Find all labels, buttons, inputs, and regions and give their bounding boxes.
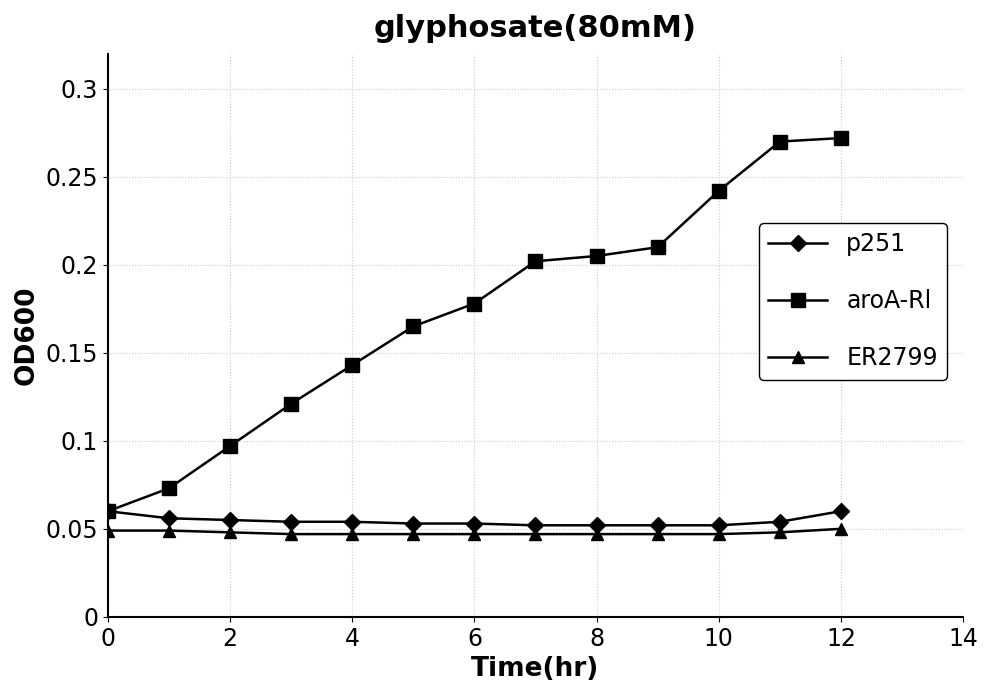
- p251: [408, 519, 420, 528]
- p251: [590, 521, 602, 530]
- Line: p251: p251: [102, 506, 846, 531]
- ER2799: [346, 530, 358, 538]
- X-axis label: Time(hr): Time(hr): [471, 656, 599, 682]
- p251: [713, 521, 725, 530]
- aroA-Rl: [468, 299, 480, 308]
- ER2799: [774, 528, 786, 537]
- p251: [346, 518, 358, 526]
- ER2799: [285, 530, 297, 538]
- ER2799: [224, 528, 236, 537]
- aroA-Rl: [346, 361, 358, 370]
- Legend: p251, aroA-Rl, ER2799: p251, aroA-Rl, ER2799: [759, 223, 947, 380]
- Title: glyphosate(80mM): glyphosate(80mM): [374, 14, 697, 43]
- ER2799: [163, 526, 175, 535]
- p251: [163, 514, 175, 523]
- p251: [530, 521, 542, 530]
- aroA-Rl: [530, 257, 542, 265]
- aroA-Rl: [285, 400, 297, 408]
- aroA-Rl: [835, 134, 847, 142]
- ER2799: [530, 530, 542, 538]
- p251: [102, 507, 114, 516]
- ER2799: [652, 530, 664, 538]
- ER2799: [102, 526, 114, 535]
- aroA-Rl: [713, 187, 725, 195]
- aroA-Rl: [652, 243, 664, 251]
- ER2799: [835, 525, 847, 533]
- ER2799: [713, 530, 725, 538]
- aroA-Rl: [590, 252, 602, 260]
- aroA-Rl: [102, 507, 114, 516]
- ER2799: [468, 530, 480, 538]
- p251: [224, 516, 236, 524]
- p251: [652, 521, 664, 530]
- p251: [468, 519, 480, 528]
- Line: ER2799: ER2799: [101, 523, 847, 540]
- Y-axis label: OD600: OD600: [14, 285, 40, 385]
- aroA-Rl: [224, 442, 236, 450]
- aroA-Rl: [163, 484, 175, 493]
- Line: aroA-Rl: aroA-Rl: [101, 131, 848, 518]
- aroA-Rl: [408, 322, 420, 331]
- p251: [774, 518, 786, 526]
- aroA-Rl: [774, 137, 786, 145]
- ER2799: [590, 530, 602, 538]
- p251: [835, 507, 847, 516]
- p251: [285, 518, 297, 526]
- ER2799: [408, 530, 420, 538]
